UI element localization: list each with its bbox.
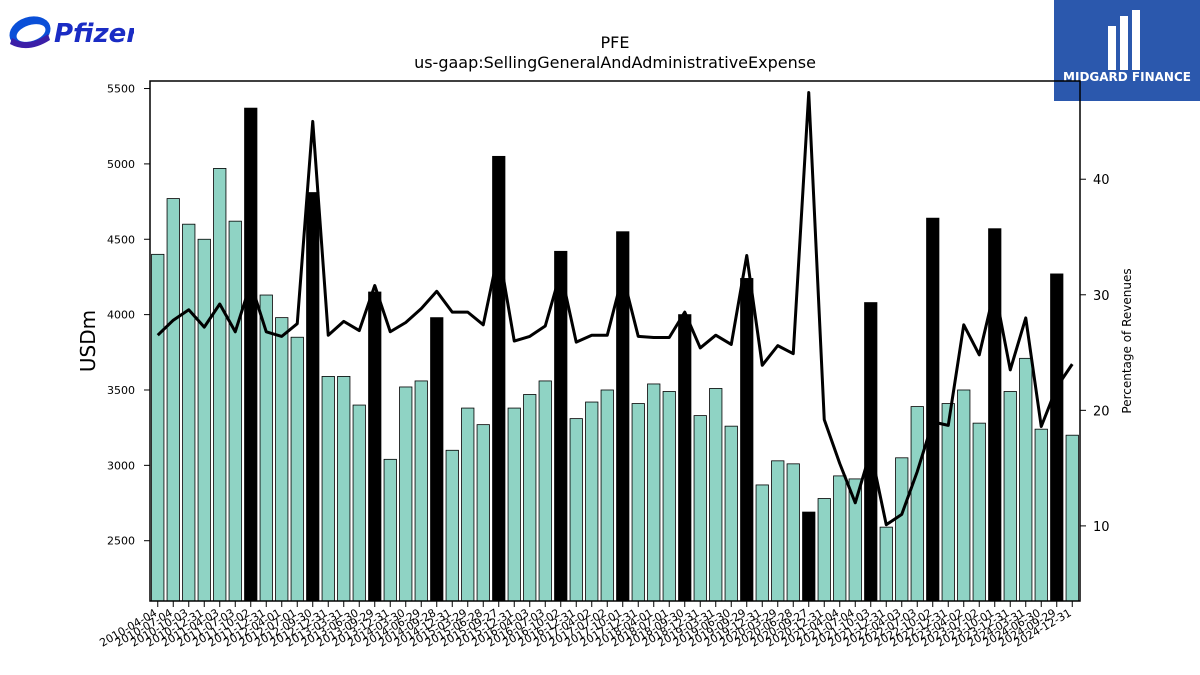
pfizer-logo-text: Pfizer <box>54 19 134 49</box>
quarter-bar <box>538 380 552 602</box>
annual-bar <box>802 511 816 602</box>
quarter-bar <box>647 383 661 602</box>
annual-bar <box>554 250 568 602</box>
chart-subtitle: us-gaap:SellingGeneralAndAdministrativeE… <box>414 53 816 72</box>
annual-bar <box>1050 273 1064 602</box>
quarter-bar <box>631 403 645 602</box>
midgard-logo-text: MIDGARD FINANCE <box>1063 70 1191 84</box>
axes: 2500300035004000450050005500102030402010… <box>97 80 1110 650</box>
y-tick-label: 3000 <box>107 459 135 472</box>
pfizer-logo: Pfizer <box>9 16 134 49</box>
midgard-logo-mark: MIDGARD FINANCE <box>1063 10 1191 84</box>
quarter-bar <box>910 406 924 602</box>
quarter-bar <box>1065 434 1079 602</box>
quarter-bar <box>786 463 800 602</box>
y2-axis-label: Percentage of Revenues <box>1120 268 1134 413</box>
annual-bar <box>492 155 506 602</box>
quarter-bar <box>771 460 785 602</box>
annual-bar <box>740 278 754 602</box>
annual-bar <box>368 291 382 602</box>
quarter-bar <box>1019 357 1033 602</box>
quarter-bar <box>972 422 986 602</box>
quarter-bar <box>321 376 335 602</box>
annual-bar <box>988 228 1002 602</box>
quarter-bar <box>1034 428 1048 602</box>
quarter-bar <box>569 418 583 602</box>
percentage-line <box>156 91 1074 527</box>
quarter-bar <box>1003 391 1017 602</box>
quarter-bar <box>600 389 614 602</box>
quarter-bar <box>414 380 428 602</box>
quarter-bar <box>833 475 847 602</box>
quarter-bar <box>476 424 490 602</box>
y-tick-label: 2500 <box>107 535 135 548</box>
annual-bar <box>678 314 692 602</box>
quarter-bar <box>151 253 165 602</box>
plot-frame <box>149 80 1081 602</box>
quarter-bar <box>523 394 537 602</box>
line-series <box>156 91 1074 527</box>
quarter-bar <box>879 526 893 602</box>
quarter-bar <box>895 457 909 602</box>
quarter-bar <box>724 425 738 602</box>
quarter-bar <box>755 484 769 602</box>
y-tick-label: 4500 <box>107 233 135 246</box>
y2-tick-label: 10 <box>1093 520 1110 535</box>
annual-bar <box>306 192 320 602</box>
y-tick-label: 4000 <box>107 309 135 322</box>
quarter-bar <box>817 498 831 602</box>
y-axis-label: USDm <box>76 310 100 372</box>
quarter-bar <box>197 238 211 602</box>
quarter-bar <box>275 317 289 602</box>
annual-bar <box>244 107 258 602</box>
y-tick-label: 5000 <box>107 158 135 171</box>
y-tick-label: 3500 <box>107 384 135 397</box>
quarter-bar <box>337 376 351 602</box>
y2-tick-label: 30 <box>1093 289 1110 304</box>
quarter-bar <box>957 389 971 602</box>
chart-title: PFE <box>601 33 630 52</box>
quarter-bar <box>662 391 676 602</box>
quarter-bar <box>290 336 304 602</box>
quarter-bar <box>259 294 273 602</box>
y2-tick-label: 40 <box>1093 173 1110 188</box>
quarter-bar <box>709 388 723 602</box>
midgard-finance-logo: MIDGARD FINANCE <box>1054 0 1200 101</box>
y-tick-label: 5500 <box>107 83 135 96</box>
quarter-bar <box>383 458 397 602</box>
annual-bar <box>430 317 444 602</box>
quarter-bar <box>693 415 707 602</box>
quarter-bar <box>848 478 862 602</box>
quarter-bar <box>228 220 242 602</box>
quarter-bar <box>166 198 180 602</box>
quarter-bar <box>941 403 955 602</box>
quarter-bar <box>352 404 366 602</box>
annual-bar <box>926 217 940 602</box>
quarter-bar <box>399 386 413 602</box>
quarter-bar <box>213 168 227 602</box>
quarter-bar <box>461 407 475 602</box>
quarter-bar <box>507 407 521 602</box>
y2-tick-label: 20 <box>1093 404 1110 419</box>
quarter-bar <box>445 449 459 602</box>
bar-series <box>151 107 1079 602</box>
quarter-bar <box>585 401 599 602</box>
quarter-bar <box>182 223 196 602</box>
